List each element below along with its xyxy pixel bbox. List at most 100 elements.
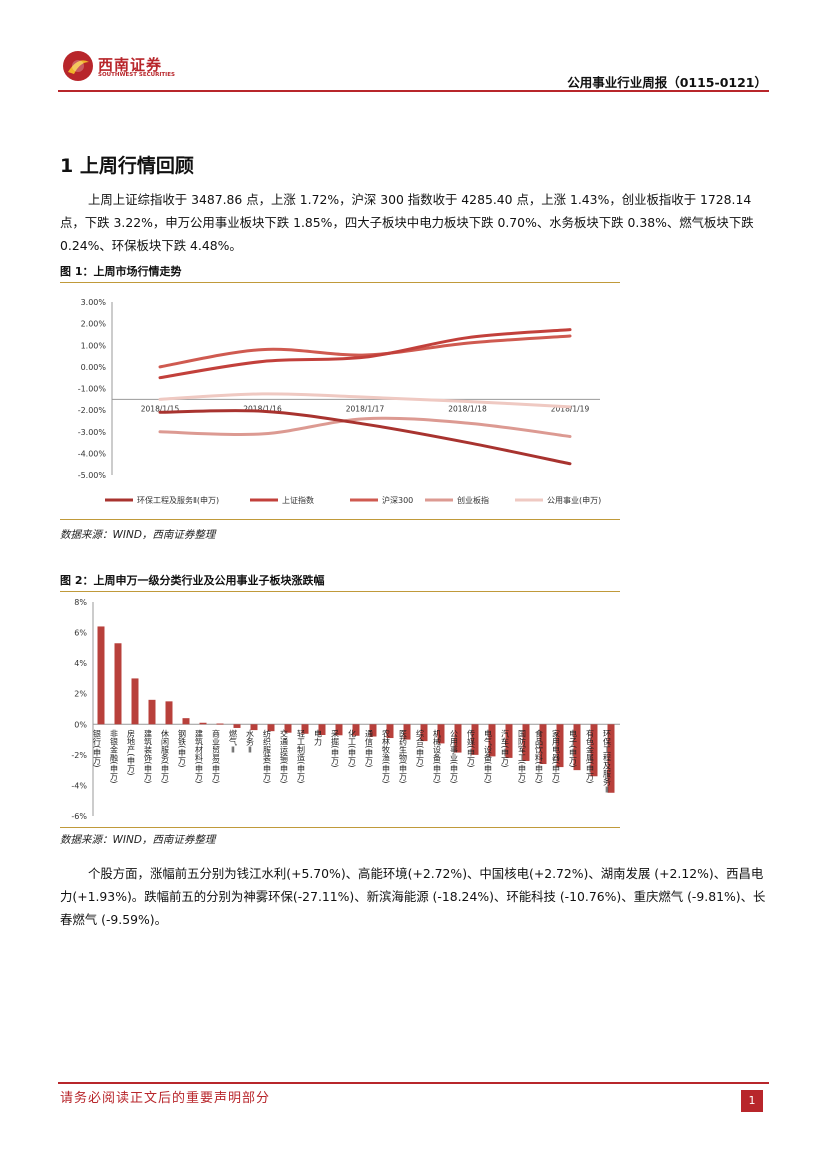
x-category-label: 建筑装饰(申万) <box>144 728 153 783</box>
legend-label: 环保工程及服务Ⅱ(申万) <box>137 495 219 505</box>
y-tick-label: -2.00% <box>78 406 107 415</box>
bar <box>403 724 411 740</box>
series-line <box>158 416 572 439</box>
y-tick-label: -3.00% <box>78 428 107 437</box>
y-tick-label: 8% <box>74 598 87 607</box>
x-category-label: 化工(申万) <box>348 728 357 767</box>
bar <box>165 701 173 725</box>
x-category-label: 建筑材料(申万) <box>195 728 204 783</box>
x-category-label: 计算机(申万) <box>620 728 621 775</box>
y-tick-label: 0.00% <box>81 363 107 372</box>
x-tick-label: 2018/1/18 <box>448 404 487 413</box>
stock-movers-paragraph: 个股方面，涨幅前五分别为钱江水利(+5.70%)、高能环境(+2.72%)、中国… <box>60 866 766 927</box>
x-category-label: 有色金属(申万) <box>586 728 595 783</box>
page-number: 1 <box>741 1090 763 1112</box>
market-summary-paragraph: 上周上证综指收于 3487.86 点，上涨 1.72%，沪深 300 指数收于 … <box>60 192 754 253</box>
y-tick-label: -4% <box>71 781 87 790</box>
x-category-label: 通信(申万) <box>365 728 374 767</box>
bar <box>148 699 156 725</box>
y-tick-label: -4.00% <box>78 449 107 458</box>
figure2-source: 数据来源：WIND，西南证券整理 <box>60 834 216 846</box>
bar <box>437 724 445 744</box>
figure1-top-rule <box>60 282 620 283</box>
x-category-label: 电气设备(申万) <box>484 728 493 783</box>
bar <box>182 718 190 725</box>
logo-text-cn: 西南证券 <box>98 56 163 74</box>
y-tick-label: 4% <box>74 659 87 668</box>
y-tick-label: -1.00% <box>78 385 107 394</box>
x-category-label: 商业贸易(申万) <box>212 728 221 783</box>
bar <box>369 724 377 737</box>
figure1-bottom-rule <box>60 519 620 520</box>
bar <box>267 724 275 732</box>
x-tick-label: 2018/1/19 <box>551 404 590 413</box>
x-category-label: 机械设备(申万) <box>433 728 442 783</box>
series-line <box>158 328 572 380</box>
x-tick-label: 2018/1/15 <box>141 404 180 413</box>
y-tick-label: 3.00% <box>81 298 107 307</box>
x-category-label: 休闲服务(申万) <box>161 728 170 783</box>
market-trend-line-chart: 3.00% 2.00% 1.00% 0.00% -1.00% -2.00% -3.00% -4… <box>78 298 602 505</box>
x-category-label: 纺织服装(申万) <box>263 728 272 783</box>
bar <box>318 724 326 735</box>
figure2-top-rule <box>60 591 620 592</box>
x-category-label: 采掘(申万) <box>331 728 340 767</box>
y-tick-label: 0% <box>74 720 87 729</box>
series-line <box>158 334 572 369</box>
logo-text-en: SOUTHWEST SECURITIES <box>98 72 175 78</box>
x-category-label: 综合(申万) <box>416 728 425 767</box>
figure1-source: 数据来源：WIND，西南证券整理 <box>60 529 216 541</box>
y-tick-label: -2% <box>71 751 87 760</box>
bar <box>97 626 105 725</box>
x-category-label: 传媒(申万) <box>467 728 476 767</box>
y-tick-label: 6% <box>74 629 87 638</box>
x-category-label: 钢铁(申万) <box>178 728 187 767</box>
x-tick-label: 2018/1/16 <box>243 404 282 413</box>
bar <box>250 724 258 731</box>
legend-label: 上证指数 <box>282 495 314 505</box>
x-tick-label: 2018/1/17 <box>346 404 385 413</box>
bar <box>573 724 581 771</box>
bar <box>505 724 513 758</box>
footer-disclaimer: 请务必阅读正文后的重要声明部分 <box>60 1091 271 1106</box>
bar <box>284 724 292 733</box>
bar <box>352 724 360 736</box>
series-line <box>158 392 572 409</box>
x-category-label: 燃气Ⅱ <box>229 728 238 754</box>
x-category-label: 水务Ⅱ <box>246 728 255 754</box>
y-tick-label: -6% <box>71 812 87 821</box>
bar <box>590 724 598 777</box>
x-category-label: 国防军工(申万) <box>518 729 527 783</box>
footer-divider <box>58 1082 769 1084</box>
legend-label: 创业板指 <box>457 495 489 505</box>
bar <box>488 724 496 757</box>
bar <box>386 724 394 739</box>
x-category-label: 公用事业(申万) <box>450 729 459 783</box>
bar <box>454 724 462 753</box>
bar <box>233 724 241 728</box>
bar <box>131 678 139 725</box>
y-tick-label: 2.00% <box>81 320 107 329</box>
x-category-label: 食品饮料(申万) <box>535 728 544 783</box>
company-logo: 西南证券 SOUTHWEST SECURITIES <box>62 50 182 88</box>
x-category-label: 房地产(申万) <box>127 728 136 775</box>
bar <box>522 724 530 761</box>
bar <box>335 724 343 736</box>
x-category-label: 农林牧渔(申万) <box>382 728 391 783</box>
report-title: 公用事业行业周报（0115-0121） <box>567 75 767 90</box>
y-tick-label: 1.00% <box>81 341 107 350</box>
legend-label: 公用事业(申万) <box>547 495 601 505</box>
bar <box>556 724 564 768</box>
x-category-label: 医药生物(申万) <box>399 729 408 783</box>
bar <box>114 643 122 725</box>
industry-change-bar-chart: 8% 6% 4% 2% 0% -2% -4% -6% 银行(申万) 非银金融(申万) 房地产(申万)… <box>71 598 621 821</box>
x-category-label: 家用电器(申万) <box>552 728 561 783</box>
x-category-label: 轻工制造(申万) <box>297 728 306 783</box>
bar <box>216 723 224 725</box>
x-category-label: 电力 <box>314 728 323 746</box>
series-line <box>158 409 572 466</box>
x-category-label: 电子(申万) <box>569 728 578 767</box>
bar <box>301 724 309 734</box>
figure1-title: 图 1：上周市场行情走势 <box>60 265 182 278</box>
bar <box>199 722 207 725</box>
